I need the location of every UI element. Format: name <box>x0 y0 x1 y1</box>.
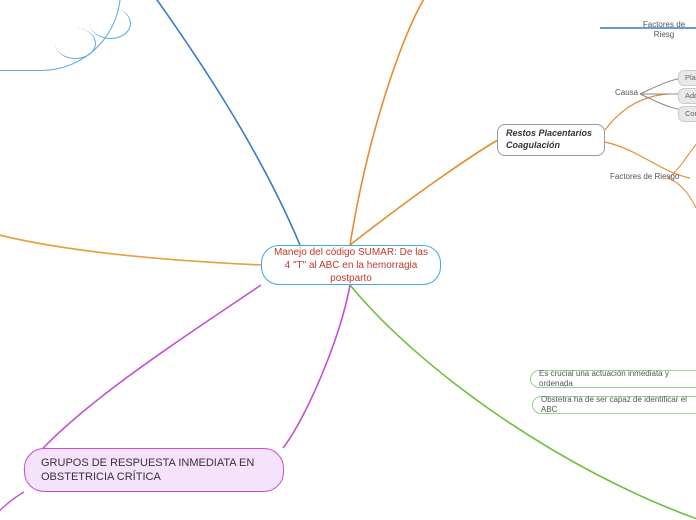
factores-top-text: Factores de Riesg <box>632 20 696 41</box>
central-topic-text: Manejo del código SUMAR: De las 4 "T" al… <box>274 246 428 285</box>
edge <box>0 230 261 265</box>
chip-placenta[interactable]: Placenta <box>678 70 696 86</box>
pill-obstetra-text: Obstetra ha de ser capaz de identificar … <box>541 395 692 416</box>
restos-text: Restos Placentarios Coagulación <box>506 128 596 151</box>
group-response-text: GRUPOS DE RESPUESTA INMEDIATA EN OBSTETR… <box>41 456 267 485</box>
restos-node[interactable]: Restos Placentarios Coagulación <box>497 124 605 156</box>
cloud-bump-1 <box>55 28 96 59</box>
group-response-node[interactable]: GRUPOS DE RESPUESTA INMEDIATA EN OBSTETR… <box>24 448 284 492</box>
factores-top-label: Factores de Riesg <box>632 20 696 41</box>
chip-congenita-text: Congénita <box>685 109 696 119</box>
edge <box>350 140 498 245</box>
causa-text: Causa <box>615 88 638 98</box>
edge <box>605 94 668 130</box>
cloud-bump-2 <box>90 8 131 39</box>
pill-crucial[interactable]: Es crucial una actuación inmediata y ord… <box>530 370 696 388</box>
edge <box>0 492 24 520</box>
edge <box>350 0 430 245</box>
chip-congenita[interactable]: Congénita <box>678 106 696 122</box>
edge <box>283 285 350 448</box>
pill-crucial-text: Es crucial una actuación inmediata y ord… <box>539 369 692 390</box>
edge <box>24 285 261 470</box>
chip-adquirida-text: Adquirida <box>685 91 696 101</box>
chip-adquirida[interactable]: Adquirida <box>678 88 696 104</box>
factores-mid-text: Factores de Riesgo <box>610 172 679 182</box>
factores-mid-label: Factores de Riesgo <box>610 172 679 182</box>
mindmap-canvas: Manejo del código SUMAR: De las 4 "T" al… <box>0 0 696 520</box>
edge <box>150 0 300 245</box>
edge <box>668 178 696 215</box>
causa-label: Causa <box>615 88 638 98</box>
central-topic[interactable]: Manejo del código SUMAR: De las 4 "T" al… <box>261 245 441 285</box>
pill-obstetra[interactable]: Obstetra ha de ser capaz de identificar … <box>532 396 696 414</box>
chip-placenta-text: Placenta <box>685 73 696 83</box>
